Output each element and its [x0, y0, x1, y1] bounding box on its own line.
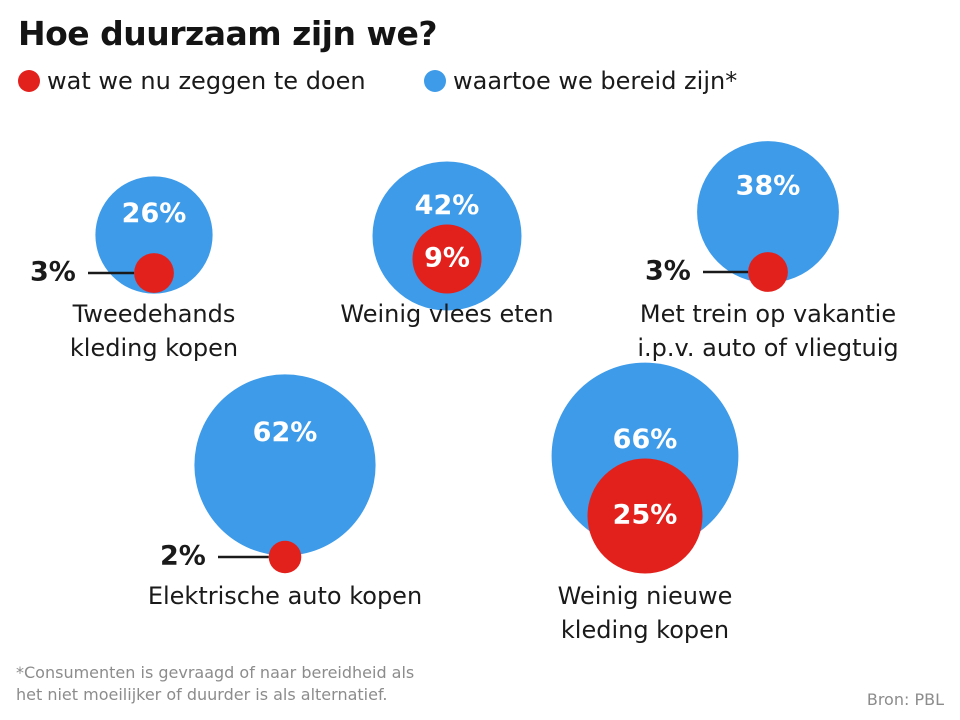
bubble-now-2 [412, 224, 482, 294]
bubble-now-5 [587, 458, 703, 574]
category-label-4-line-1: Elektrische auto kopen [148, 582, 422, 610]
footnote: *Consumenten is gevraagd of naar bereidh… [16, 662, 476, 706]
data-label-now-3: 3% [645, 256, 691, 287]
legend-item-ready: waartoe we bereid zijn* [424, 64, 737, 98]
legend-item-now: wat we nu zeggen te doen [18, 64, 366, 98]
category-label-1-line-2: kleding kopen [70, 334, 238, 362]
legend-swatch-ready [424, 70, 446, 92]
bubble-now-1 [134, 253, 174, 293]
category-label-3-line-2: i.p.v. auto of vliegtuig [637, 334, 898, 362]
footnote-line-1: *Consumenten is gevraagd of naar bereidh… [16, 663, 415, 682]
bubble-ready-4 [194, 374, 376, 556]
data-label-now-1: 3% [30, 257, 76, 288]
data-label-now-5: 25% [613, 500, 678, 531]
data-label-now-2: 9% [424, 243, 470, 274]
category-label-1-line-1: Tweedehands [72, 300, 236, 328]
category-label-3-line-1: Met trein op vakantie [640, 300, 896, 328]
data-label-now-4: 2% [160, 541, 206, 572]
category-label-5-line-2: kleding kopen [561, 616, 729, 644]
bubble-ready-1 [95, 176, 213, 294]
data-label-ready-4: 62% [253, 417, 318, 448]
legend-label-ready: waartoe we bereid zijn* [453, 67, 738, 95]
footnote-line-2: het niet moeilijker of duurder is als al… [16, 685, 388, 704]
data-label-ready-2: 42% [415, 190, 480, 221]
bubble-ready-3 [697, 141, 839, 283]
data-label-ready-5: 66% [613, 424, 678, 455]
legend-swatch-now [18, 70, 40, 92]
data-label-ready-1: 26% [122, 198, 187, 229]
legend-label-now: wat we nu zeggen te doen [47, 67, 366, 95]
category-label-5-line-1: Weinig nieuwe [558, 582, 733, 610]
bubble-now-4 [268, 540, 302, 574]
category-label-2-line-1: Weinig vlees eten [340, 300, 553, 328]
bubble-now-3 [748, 252, 788, 292]
chart-title: Hoe duurzaam zijn we? [18, 14, 437, 53]
source-credit: Bron: PBL [866, 690, 944, 709]
data-label-ready-3: 38% [736, 171, 801, 202]
